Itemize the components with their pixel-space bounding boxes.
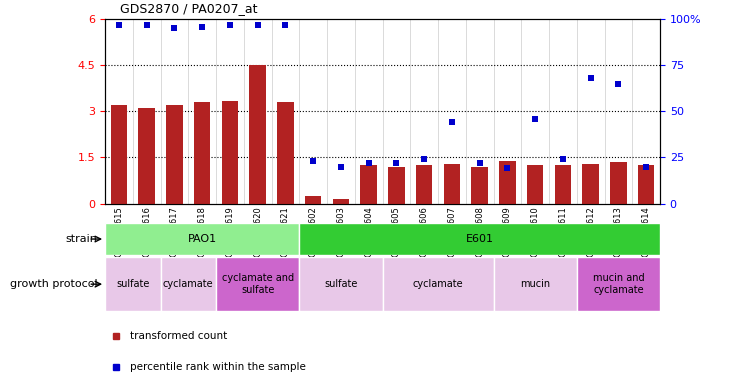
Bar xyxy=(382,257,494,311)
Text: transformed count: transformed count xyxy=(130,331,227,341)
Point xyxy=(112,22,125,28)
Point xyxy=(196,23,208,30)
Text: growth protocol: growth protocol xyxy=(10,279,98,289)
Point xyxy=(640,164,652,170)
Bar xyxy=(160,257,216,311)
Text: PAO1: PAO1 xyxy=(188,234,217,244)
Bar xyxy=(388,167,405,204)
Bar xyxy=(577,257,660,311)
Point xyxy=(390,160,402,166)
Text: cyclamate and
sulfate: cyclamate and sulfate xyxy=(221,273,294,295)
Bar xyxy=(138,108,155,204)
Bar xyxy=(105,223,299,255)
Point xyxy=(141,22,153,28)
Point xyxy=(612,81,624,87)
Bar xyxy=(360,165,377,204)
Point xyxy=(168,25,180,31)
Point xyxy=(474,160,486,166)
Text: percentile rank within the sample: percentile rank within the sample xyxy=(130,362,306,372)
Point xyxy=(251,22,264,28)
Bar xyxy=(304,196,322,204)
Bar xyxy=(277,102,294,204)
Point xyxy=(446,119,458,126)
Point xyxy=(279,22,291,28)
Point xyxy=(224,22,236,28)
Bar xyxy=(443,164,460,204)
Bar xyxy=(332,199,350,204)
Bar xyxy=(299,223,660,255)
Text: mucin and
cyclamate: mucin and cyclamate xyxy=(592,273,644,295)
Point xyxy=(308,158,320,164)
Bar xyxy=(166,105,183,204)
Point xyxy=(585,75,597,81)
Bar xyxy=(499,161,516,204)
Point xyxy=(556,156,568,162)
Bar xyxy=(194,102,211,204)
Text: sulfate: sulfate xyxy=(116,279,149,289)
Text: sulfate: sulfate xyxy=(324,279,358,289)
Bar xyxy=(582,164,599,204)
Bar xyxy=(638,165,655,204)
Bar xyxy=(494,257,577,311)
Point xyxy=(419,156,430,162)
Bar xyxy=(299,257,382,311)
Point xyxy=(363,160,375,166)
Text: strain: strain xyxy=(66,234,98,244)
Text: cyclamate: cyclamate xyxy=(413,279,464,289)
Point xyxy=(334,164,346,170)
Bar xyxy=(216,257,299,311)
Bar xyxy=(554,165,572,204)
Bar xyxy=(105,257,160,311)
Bar xyxy=(526,165,544,204)
Text: GDS2870 / PA0207_at: GDS2870 / PA0207_at xyxy=(120,2,257,15)
Text: E601: E601 xyxy=(466,234,494,244)
Bar xyxy=(110,105,128,204)
Point xyxy=(501,166,513,172)
Point xyxy=(530,116,542,122)
Bar xyxy=(610,162,627,204)
Bar xyxy=(249,65,266,204)
Bar xyxy=(416,165,433,204)
Text: cyclamate: cyclamate xyxy=(163,279,214,289)
Bar xyxy=(221,101,238,204)
Bar xyxy=(471,167,488,204)
Text: mucin: mucin xyxy=(520,279,550,289)
